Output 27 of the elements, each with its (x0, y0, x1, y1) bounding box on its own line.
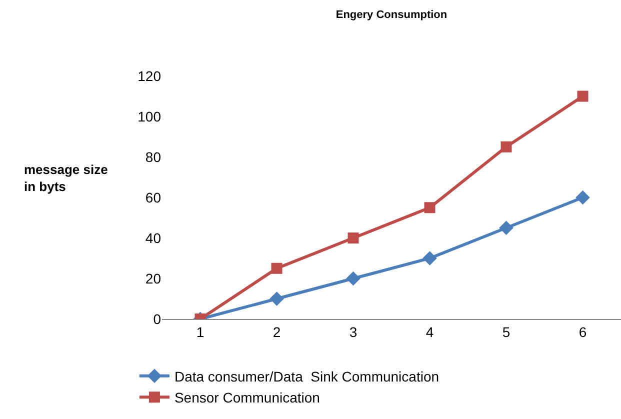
point (270, 292, 284, 306)
x-tick-label: 4 (426, 324, 434, 340)
y-tick-label: 60 (145, 189, 162, 206)
x-tick-label: 5 (502, 324, 510, 340)
y-tick-label: 80 (145, 148, 162, 165)
y-tick-label: 40 (145, 230, 162, 246)
point (577, 90, 588, 102)
point (500, 141, 512, 152)
point (576, 190, 590, 205)
point (499, 220, 514, 236)
y-tick-label: 120 (138, 68, 162, 84)
chart-title: Engery Consumption (336, 9, 448, 22)
point (422, 251, 437, 266)
x-tick-label: 2 (272, 324, 281, 340)
y-tick-label: 100 (138, 108, 162, 124)
y-tick-label: 0 (153, 310, 162, 327)
point (271, 262, 282, 274)
point (348, 232, 359, 244)
legend-label: Data consumer/Data Sink Communication (174, 368, 440, 384)
x-tick-label: 3 (349, 324, 358, 340)
point (424, 202, 436, 214)
legend-label: Sensor Communication (174, 390, 320, 406)
point (346, 271, 360, 286)
x-tick-label: 1 (196, 324, 204, 340)
y-tick-label: 20 (145, 270, 162, 286)
x-tick-label: 6 (578, 324, 587, 340)
y-axis-title: message size in byts (24, 162, 108, 194)
